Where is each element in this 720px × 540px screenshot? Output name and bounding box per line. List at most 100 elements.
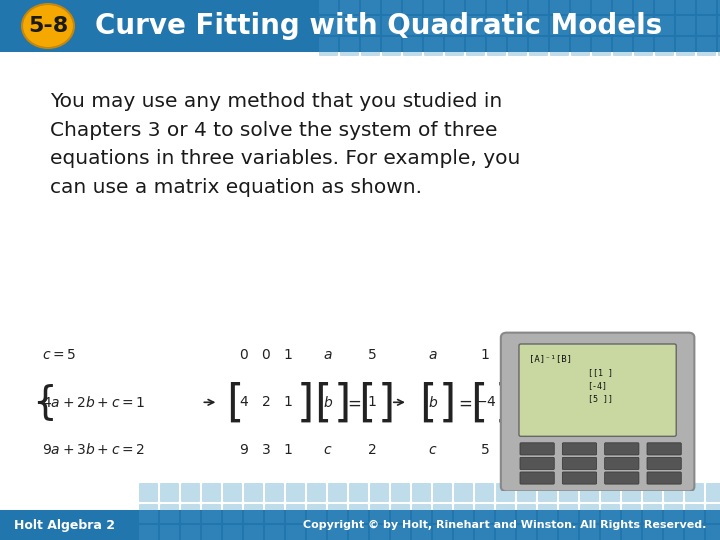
- FancyBboxPatch shape: [559, 525, 578, 540]
- FancyBboxPatch shape: [605, 457, 639, 469]
- FancyBboxPatch shape: [319, 16, 338, 35]
- FancyBboxPatch shape: [433, 483, 452, 502]
- FancyBboxPatch shape: [223, 483, 242, 502]
- FancyBboxPatch shape: [601, 525, 620, 540]
- Text: $a$: $a$: [428, 348, 438, 362]
- FancyBboxPatch shape: [643, 504, 662, 523]
- FancyBboxPatch shape: [181, 483, 200, 502]
- FancyBboxPatch shape: [529, 37, 548, 56]
- FancyBboxPatch shape: [349, 504, 368, 523]
- FancyBboxPatch shape: [592, 16, 611, 35]
- Text: $\left.\right]$: $\left.\right]$: [296, 380, 312, 424]
- FancyBboxPatch shape: [559, 483, 578, 502]
- Text: $\left[\right.$: $\left[\right.$: [315, 380, 330, 424]
- FancyBboxPatch shape: [643, 483, 662, 502]
- FancyBboxPatch shape: [286, 525, 305, 540]
- FancyBboxPatch shape: [605, 443, 639, 455]
- FancyBboxPatch shape: [571, 0, 590, 14]
- FancyBboxPatch shape: [529, 0, 548, 14]
- Text: $a$: $a$: [323, 348, 333, 362]
- Text: $\left.\right]$: $\left.\right]$: [333, 380, 349, 424]
- Text: $b$: $b$: [323, 395, 333, 410]
- FancyBboxPatch shape: [265, 525, 284, 540]
- FancyBboxPatch shape: [496, 483, 515, 502]
- FancyBboxPatch shape: [340, 0, 359, 14]
- FancyBboxPatch shape: [433, 504, 452, 523]
- FancyBboxPatch shape: [391, 525, 410, 540]
- FancyBboxPatch shape: [391, 483, 410, 502]
- FancyBboxPatch shape: [307, 525, 326, 540]
- FancyBboxPatch shape: [685, 504, 704, 523]
- FancyBboxPatch shape: [403, 37, 422, 56]
- Ellipse shape: [22, 4, 74, 48]
- FancyBboxPatch shape: [412, 504, 431, 523]
- FancyBboxPatch shape: [328, 504, 347, 523]
- FancyBboxPatch shape: [487, 0, 506, 14]
- Text: $\left[\right.$: $\left[\right.$: [470, 380, 485, 424]
- FancyBboxPatch shape: [571, 37, 590, 56]
- FancyBboxPatch shape: [181, 525, 200, 540]
- FancyBboxPatch shape: [718, 37, 720, 56]
- FancyBboxPatch shape: [718, 16, 720, 35]
- FancyBboxPatch shape: [601, 504, 620, 523]
- FancyBboxPatch shape: [517, 504, 536, 523]
- Text: $b$: $b$: [428, 395, 438, 410]
- Text: $5$: $5$: [367, 348, 377, 362]
- FancyBboxPatch shape: [391, 504, 410, 523]
- Text: [5 ]]: [5 ]]: [588, 394, 613, 403]
- FancyBboxPatch shape: [601, 483, 620, 502]
- FancyBboxPatch shape: [307, 504, 326, 523]
- FancyBboxPatch shape: [433, 525, 452, 540]
- FancyBboxPatch shape: [424, 16, 443, 35]
- FancyBboxPatch shape: [508, 16, 527, 35]
- Text: $\left[\right.$: $\left[\right.$: [226, 380, 241, 424]
- FancyBboxPatch shape: [361, 0, 380, 14]
- FancyBboxPatch shape: [676, 37, 695, 56]
- FancyBboxPatch shape: [664, 483, 683, 502]
- Text: $\left[\right.$: $\left[\right.$: [419, 380, 434, 424]
- FancyBboxPatch shape: [454, 504, 473, 523]
- FancyBboxPatch shape: [529, 16, 548, 35]
- FancyBboxPatch shape: [520, 457, 554, 469]
- FancyBboxPatch shape: [647, 472, 681, 484]
- FancyBboxPatch shape: [361, 37, 380, 56]
- FancyBboxPatch shape: [265, 504, 284, 523]
- FancyBboxPatch shape: [550, 0, 569, 14]
- FancyBboxPatch shape: [382, 37, 401, 56]
- FancyBboxPatch shape: [550, 16, 569, 35]
- FancyBboxPatch shape: [475, 525, 494, 540]
- Text: $\{$: $\{$: [32, 382, 54, 423]
- FancyBboxPatch shape: [580, 483, 599, 502]
- FancyBboxPatch shape: [559, 504, 578, 523]
- FancyBboxPatch shape: [508, 0, 527, 14]
- Text: $5$: $5$: [480, 443, 490, 456]
- Text: Holt Algebra 2: Holt Algebra 2: [14, 518, 115, 531]
- FancyBboxPatch shape: [445, 16, 464, 35]
- FancyBboxPatch shape: [519, 344, 676, 436]
- FancyBboxPatch shape: [139, 504, 158, 523]
- FancyBboxPatch shape: [655, 0, 674, 14]
- FancyBboxPatch shape: [697, 16, 716, 35]
- FancyBboxPatch shape: [517, 483, 536, 502]
- FancyBboxPatch shape: [382, 0, 401, 14]
- FancyBboxPatch shape: [622, 504, 641, 523]
- FancyBboxPatch shape: [706, 483, 720, 502]
- Text: $0\quad 0\quad 1$: $0\quad 0\quad 1$: [238, 348, 293, 362]
- FancyBboxPatch shape: [265, 483, 284, 502]
- FancyBboxPatch shape: [685, 483, 704, 502]
- FancyBboxPatch shape: [487, 16, 506, 35]
- FancyBboxPatch shape: [160, 483, 179, 502]
- FancyBboxPatch shape: [244, 504, 263, 523]
- FancyBboxPatch shape: [655, 16, 674, 35]
- Text: $4a + 2b + c = 1$: $4a + 2b + c = 1$: [42, 395, 145, 410]
- FancyBboxPatch shape: [445, 37, 464, 56]
- FancyBboxPatch shape: [370, 525, 389, 540]
- FancyBboxPatch shape: [181, 504, 200, 523]
- Text: $\left[\right.$: $\left[\right.$: [359, 380, 374, 424]
- FancyBboxPatch shape: [605, 472, 639, 484]
- FancyBboxPatch shape: [655, 37, 674, 56]
- FancyBboxPatch shape: [517, 525, 536, 540]
- FancyBboxPatch shape: [403, 0, 422, 14]
- FancyBboxPatch shape: [634, 0, 653, 14]
- Text: $\left.\right]$: $\left.\right]$: [494, 380, 509, 424]
